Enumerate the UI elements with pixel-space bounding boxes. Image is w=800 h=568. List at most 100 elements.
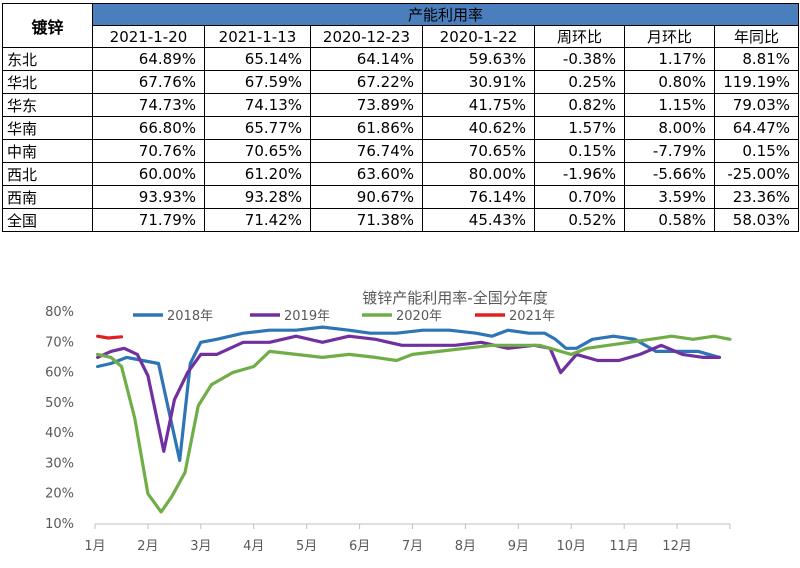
legend-label: 2021年	[509, 309, 555, 324]
x-tick-label: 12月	[662, 539, 692, 554]
x-tick-label: 1月	[84, 539, 105, 554]
value-cell: 64.47%	[714, 116, 799, 140]
value-cell: 0.15%	[534, 139, 625, 163]
value-cell: 93.93%	[92, 185, 205, 209]
value-cell: 60.00%	[92, 162, 205, 186]
value-cell: 23.36%	[714, 185, 799, 209]
value-cell: -25.00%	[714, 162, 799, 186]
value-cell: 41.75%	[422, 93, 535, 117]
table-group-header: 产能利用率	[92, 3, 799, 26]
value-cell: 76.74%	[310, 139, 423, 163]
column-header: 2020-1-22	[422, 25, 535, 48]
region-cell: 华东	[2, 93, 93, 117]
y-tick-label: 50%	[45, 396, 74, 411]
table-row: 中南 70.76% 70.65% 76.74% 70.65% 0.15% -7.79% 0.1…	[2, 139, 799, 163]
chart-title: 镀锌产能利用率-全国分年度	[362, 289, 547, 307]
x-tick-label: 10月	[556, 539, 586, 554]
value-cell: 74.73%	[92, 93, 205, 117]
column-header: 2021-1-20	[92, 25, 205, 48]
value-cell: 8.81%	[714, 47, 799, 71]
value-cell: 65.77%	[204, 116, 311, 140]
x-axis: 1月 2月 3月 4月 5月 6月 7月 8月 9月 10月 11月 12月	[84, 523, 731, 554]
y-tick-label: 30%	[45, 456, 74, 471]
value-cell: 8.00%	[624, 116, 715, 140]
series-line-2019年	[96, 334, 721, 453]
y-tick-label: 80%	[45, 305, 74, 320]
y-tick-label: 40%	[45, 426, 74, 441]
value-cell: -0.38%	[534, 47, 625, 71]
legend-label: 2018年	[167, 309, 213, 324]
value-cell: 79.03%	[714, 93, 799, 117]
value-cell: 0.70%	[534, 185, 625, 209]
value-cell: 59.63%	[422, 47, 535, 71]
region-cell: 东北	[2, 47, 93, 71]
y-tick-label: 60%	[45, 366, 74, 381]
value-cell: 0.52%	[534, 208, 625, 232]
region-cell: 中南	[2, 139, 93, 163]
column-header: 年同比	[714, 25, 799, 48]
table-row: 西南 93.93% 93.28% 90.67% 76.14% 0.70% 3.59% 23.3…	[2, 185, 799, 209]
value-cell: 70.65%	[422, 139, 535, 163]
column-header: 2020-12-23	[310, 25, 423, 48]
value-cell: 58.03%	[714, 208, 799, 232]
y-tick-label: 70%	[45, 335, 74, 350]
value-cell: 63.60%	[310, 162, 423, 186]
value-cell: 0.25%	[534, 70, 625, 94]
value-cell: 71.42%	[204, 208, 311, 232]
table-row: 全国 71.79% 71.42% 71.38% 45.43% 0.52% 0.58% 58.0…	[2, 208, 799, 232]
value-cell: 64.89%	[92, 47, 205, 71]
value-cell: 45.43%	[422, 208, 535, 232]
x-tick-label: 8月	[455, 539, 476, 554]
value-cell: 0.80%	[624, 70, 715, 94]
value-cell: 67.59%	[204, 70, 311, 94]
value-cell: 73.89%	[310, 93, 423, 117]
table-row: 华南 66.80% 65.77% 61.86% 40.62% 1.57% 8.00% 64.4…	[2, 116, 799, 140]
x-tick-label: 11月	[609, 539, 639, 554]
value-cell: -5.66%	[624, 162, 715, 186]
value-cell: 61.86%	[310, 116, 423, 140]
region-cell: 华南	[2, 116, 93, 140]
series-line-2020年	[96, 334, 732, 514]
x-tick-label: 7月	[402, 539, 423, 554]
y-tick-label: 10%	[45, 517, 74, 532]
legend-label: 2020年	[396, 309, 442, 324]
line-chart: 镀锌产能利用率-全国分年度 2018年 2019年 2020年 2021年 10% 20…	[45, 289, 732, 554]
value-cell: 70.76%	[92, 139, 205, 163]
value-cell: 1.57%	[534, 116, 625, 140]
value-cell: 67.22%	[310, 70, 423, 94]
value-cell: 71.38%	[310, 208, 423, 232]
table-body: 东北 64.89% 65.14% 64.14% 59.63% -0.38% 1.17% 8.8…	[2, 47, 799, 232]
value-cell: 67.76%	[92, 70, 205, 94]
table-row: 东北 64.89% 65.14% 64.14% 59.63% -0.38% 1.17% 8.8…	[2, 47, 799, 71]
table-row: 华北 67.76% 67.59% 67.22% 30.91% 0.25% 0.80% 119.…	[2, 70, 799, 94]
x-tick-label: 2月	[137, 539, 158, 554]
x-tick-label: 4月	[243, 539, 264, 554]
x-tick-label: 6月	[349, 539, 370, 554]
value-cell: 1.15%	[624, 93, 715, 117]
value-cell: -1.96%	[534, 162, 625, 186]
value-cell: 0.58%	[624, 208, 715, 232]
value-cell: 0.15%	[714, 139, 799, 163]
value-cell: 0.82%	[534, 93, 625, 117]
value-cell: 80.00%	[422, 162, 535, 186]
table-corner-label: 镀锌	[2, 3, 93, 48]
chart-legend: 2018年 2019年 2020年 2021年	[133, 309, 555, 324]
column-header: 2021-1-13	[204, 25, 311, 48]
y-axis: 10% 20% 30% 40% 50% 60% 70% 80%	[45, 305, 74, 532]
value-cell: 3.59%	[624, 185, 715, 209]
value-cell: 65.14%	[204, 47, 311, 71]
y-tick-label: 20%	[45, 487, 74, 502]
column-header: 周环比	[534, 25, 625, 48]
legend-label: 2019年	[284, 309, 330, 324]
value-cell: 61.20%	[204, 162, 311, 186]
region-cell: 华北	[2, 70, 93, 94]
region-cell: 西南	[2, 185, 93, 209]
value-cell: 74.13%	[204, 93, 311, 117]
value-cell: 90.67%	[310, 185, 423, 209]
table-row: 西北 60.00% 61.20% 63.60% 80.00% -1.96% -5.66% -2…	[2, 162, 799, 186]
column-header: 月环比	[624, 25, 715, 48]
region-cell: 全国	[2, 208, 93, 232]
capacity-utilization-table: 镀锌 产能利用率 2021-1-20 2021-1-13 2020-12-23 202…	[2, 3, 799, 232]
value-cell: -7.79%	[624, 139, 715, 163]
series-line-2021年	[96, 334, 124, 340]
